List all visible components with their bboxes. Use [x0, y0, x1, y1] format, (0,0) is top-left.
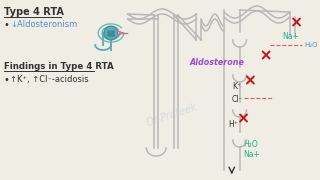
Circle shape [108, 33, 110, 37]
Text: Na+: Na+ [282, 32, 299, 41]
Text: Type 4 RTA: Type 4 RTA [4, 7, 64, 17]
Text: K⁺: K⁺ [232, 82, 241, 91]
Circle shape [111, 33, 115, 37]
Text: ↑K⁺, ↑Cl⁻-acidosis: ↑K⁺, ↑Cl⁻-acidosis [10, 75, 88, 84]
Circle shape [104, 26, 118, 40]
Circle shape [109, 33, 112, 37]
Text: Aldosterone: Aldosterone [189, 58, 244, 67]
Circle shape [108, 30, 110, 33]
Text: •: • [4, 75, 10, 85]
Text: Cl⁻: Cl⁻ [232, 95, 243, 104]
Text: H₂O: H₂O [244, 140, 258, 149]
Circle shape [111, 30, 115, 33]
Text: ↓Aldosteronism: ↓Aldosteronism [10, 20, 77, 29]
Text: H₂O: H₂O [304, 42, 318, 48]
Text: H⁺: H⁺ [228, 120, 238, 129]
Text: Dr Prateek: Dr Prateek [146, 102, 198, 128]
Text: Na+: Na+ [244, 150, 260, 159]
Text: Findings in Type 4 RTA: Findings in Type 4 RTA [4, 62, 114, 71]
Text: •: • [4, 20, 10, 30]
